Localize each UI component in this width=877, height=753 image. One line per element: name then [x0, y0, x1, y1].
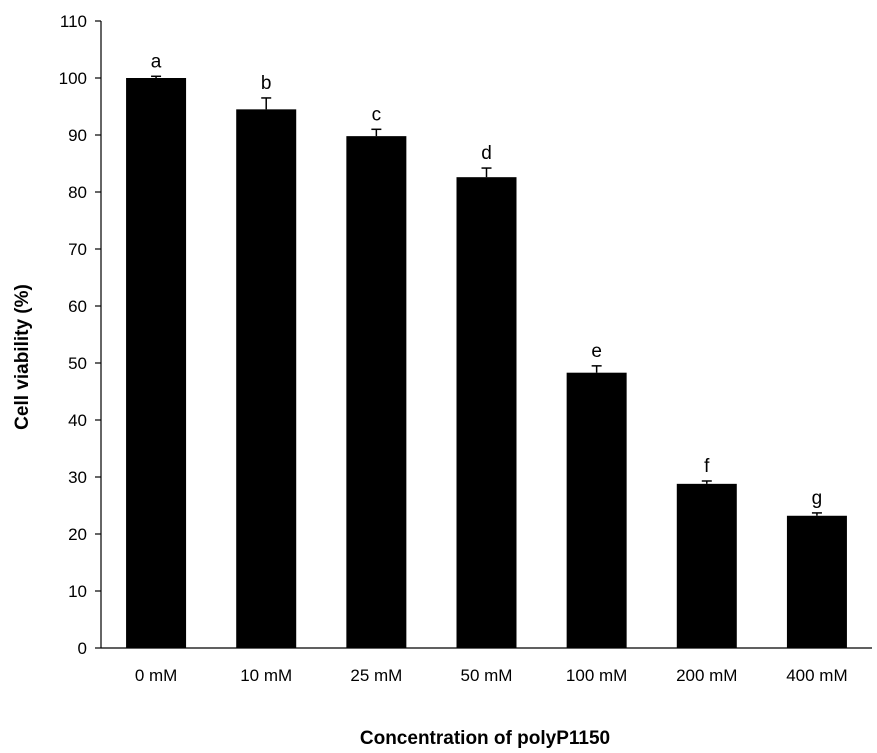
significance-labels: a b c d e f g: [151, 51, 822, 509]
significance-label: c: [372, 104, 382, 125]
bar: [566, 372, 627, 648]
y-tick-label: 40: [68, 411, 87, 430]
x-tick-label: 200 mM: [676, 666, 737, 685]
x-axis: 0 mM 10 mM 25 mM 50 mM 100 mM 200 mM 400 mM: [101, 647, 872, 685]
y-tick-label: 10: [68, 582, 87, 601]
x-tick-label: 100 mM: [566, 666, 627, 685]
y-axis: 0 10 20 30 40 50 60 70 80 90 100 110: [59, 12, 102, 658]
x-tick-label: 50 mM: [461, 666, 513, 685]
bar: [236, 109, 297, 649]
y-tick-label: 100: [59, 69, 87, 88]
y-tick-label: 110: [60, 12, 87, 31]
x-tick-label: 400 mM: [786, 666, 847, 685]
bar: [676, 483, 737, 648]
y-tick-label: 60: [68, 297, 87, 316]
y-tick-label: 80: [68, 183, 87, 202]
significance-label: b: [261, 73, 272, 94]
x-axis-title: Concentration of polyP1150: [360, 728, 610, 749]
bar: [456, 177, 517, 648]
significance-label: g: [812, 488, 823, 509]
bar: [126, 78, 187, 648]
x-tick-label: 0 mM: [135, 666, 178, 685]
significance-label: f: [704, 456, 710, 477]
y-tick-label: 50: [68, 354, 87, 373]
bar: [346, 136, 407, 648]
x-tick-label: 25 mM: [350, 666, 402, 685]
y-tick-label: 70: [68, 240, 87, 259]
significance-label: e: [591, 341, 602, 362]
error-bars: [151, 75, 822, 516]
y-axis-title: Cell viability (%): [12, 284, 33, 430]
significance-label: d: [481, 143, 492, 164]
significance-label: a: [151, 51, 162, 72]
y-tick-label: 90: [68, 126, 87, 145]
bars: [126, 78, 847, 649]
y-tick-label: 20: [68, 525, 87, 544]
y-tick-label: 30: [68, 468, 87, 487]
y-tick-label: 0: [78, 639, 87, 658]
bar: [786, 515, 847, 648]
x-tick-label: 10 mM: [240, 666, 292, 685]
